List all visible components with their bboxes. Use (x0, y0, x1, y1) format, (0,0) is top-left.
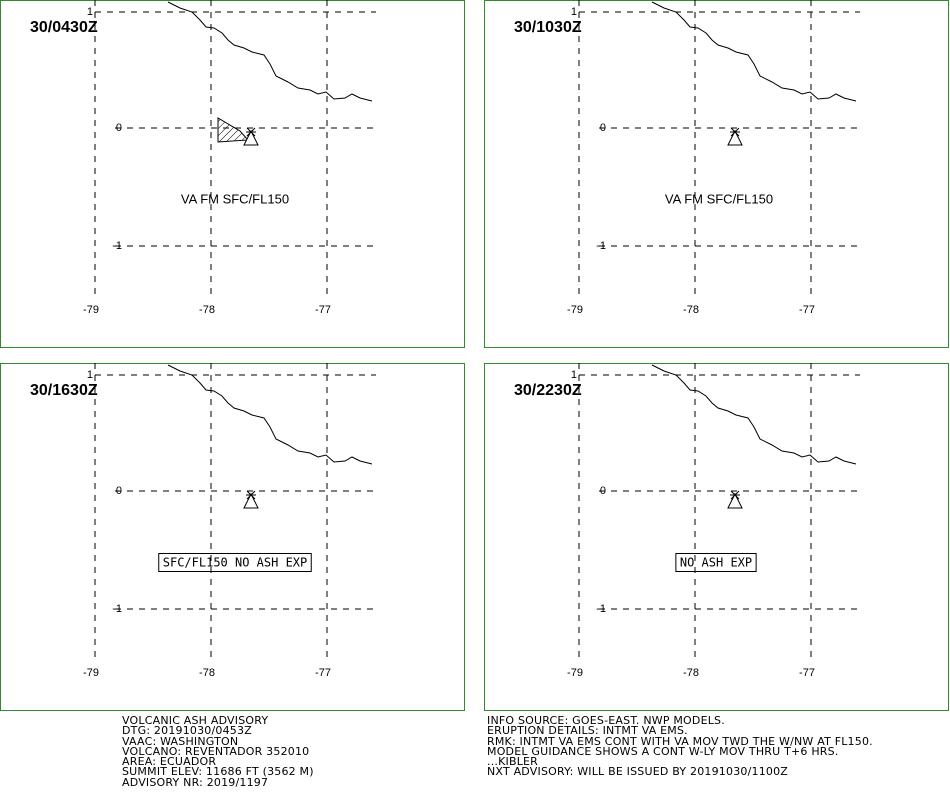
lat-label: 0 (600, 485, 606, 497)
advisory-line: VOLCANO: REVENTADOR 352010 (122, 744, 310, 758)
lon-label: -79 (83, 304, 99, 316)
advisory-line: NXT ADVISORY: WILL BE ISSUED BY 20191030… (487, 765, 789, 779)
lat-label: -1 (596, 603, 606, 615)
advisory-line: VAAC: WASHINGTON (122, 734, 239, 748)
advisory-line: ADVISORY NR: 2019/1197 (122, 775, 269, 789)
map-panel: 1 0 -1 -79 -78 -77 30/2230Z NO ASH EXP (484, 363, 949, 711)
panel-frame (484, 363, 949, 711)
advisory-line: AREA: ECUADOR (122, 755, 217, 769)
volcano-symbol (243, 492, 259, 509)
advisory-line: RMK: INTMT VA EMS CONT WITH VA MOV TWD T… (487, 734, 873, 748)
volcano-star (246, 490, 256, 500)
lat-label: 1 (87, 369, 93, 381)
coastline (651, 364, 857, 465)
ash-annotation: NO ASH EXP (680, 556, 752, 570)
footer-right: INFO SOURCE: GOES-EAST. NWP MODELS. ERUPT… (487, 714, 873, 779)
coastline (167, 364, 373, 465)
panel-frame (0, 0, 465, 348)
volcano-symbol (727, 129, 743, 146)
volcano-symbol (727, 492, 743, 509)
advisory-line: MODEL GUIDANCE SHOWS A CONT W-LY MOV THR… (487, 744, 839, 758)
ash-annotation: VA FM SFC/FL150 (181, 191, 289, 206)
advisory-line: ...KIBLER (487, 755, 539, 769)
annotation-box (675, 553, 757, 572)
lat-label: -1 (596, 240, 606, 252)
advisory-line: VOLCANIC ASH ADVISORY (122, 714, 269, 727)
panel-frame (484, 0, 949, 348)
coastline (167, 1, 373, 102)
map-panel: 1 0 -1 -79 -78 -77 30/1030Z VA FM SFC/FL150 (484, 0, 949, 348)
ash-annotation: VA FM SFC/FL150 (665, 191, 773, 206)
lat-label: 0 (600, 122, 606, 134)
lat-label: 1 (87, 6, 93, 18)
lat-label: 0 (116, 485, 122, 497)
advisory-line: DTG: 20191030/0453Z (122, 724, 252, 738)
valid-time: 30/2230Z (514, 382, 582, 399)
advisory-line: SUMMIT ELEV: 11686 FT (3562 M) (122, 765, 314, 779)
lon-label: -77 (315, 667, 331, 679)
lat-label: 0 (116, 122, 122, 134)
map-panels: 1 0 -1 -79 -78 -77 30/0430Z VA FM SFC/FL150 1 0 -1… (0, 0, 949, 711)
lat-label: 1 (571, 6, 577, 18)
valid-time: 30/1030Z (514, 19, 582, 36)
footer-left: VOLCANIC ASH ADVISORY DTG: 20191030/0453Z… (122, 714, 314, 789)
lon-label: -79 (83, 667, 99, 679)
advisory-line: ERUPTION DETAILS: INTMT VA EMS. (487, 724, 688, 738)
lon-label: -79 (567, 304, 583, 316)
advisory-line: INFO SOURCE: GOES-EAST. NWP MODELS. (487, 714, 725, 727)
lon-label: -77 (799, 667, 815, 679)
valid-time: 30/1630Z (30, 382, 98, 399)
volcano-star (730, 127, 740, 137)
lat-label: -1 (112, 603, 122, 615)
lon-label: -77 (799, 304, 815, 316)
annotation-box (158, 553, 312, 572)
volcano-symbol (243, 129, 259, 146)
lon-label: -78 (683, 667, 699, 679)
lat-label: -1 (112, 240, 122, 252)
valid-time: 30/0430Z (30, 19, 98, 36)
lon-label: -77 (315, 304, 331, 316)
ash-annotation: SFC/FL150 NO ASH EXP (163, 556, 308, 570)
lon-label: -78 (683, 304, 699, 316)
lon-label: -78 (199, 667, 215, 679)
lon-label: -78 (199, 304, 215, 316)
coastline (651, 1, 857, 102)
panel-frame (0, 363, 465, 711)
lon-label: -79 (567, 667, 583, 679)
volcano-star (246, 127, 256, 137)
map-panel: 1 0 -1 -79 -78 -77 30/1630Z SFC/FL150 NO ASH EX… (0, 363, 465, 711)
map-panel: 1 0 -1 -79 -78 -77 30/0430Z VA FM SFC/FL150 (0, 0, 465, 348)
lat-label: 1 (571, 369, 577, 381)
volcano-star (730, 490, 740, 500)
